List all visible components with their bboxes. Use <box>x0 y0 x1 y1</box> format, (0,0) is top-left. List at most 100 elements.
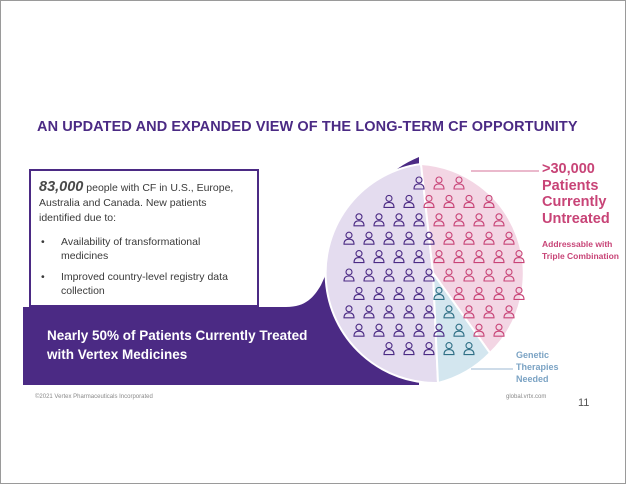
person-icon-treated <box>403 305 415 319</box>
person-icon-genetic <box>443 342 455 356</box>
person-icon-treated <box>383 268 395 282</box>
person-icon-untreated <box>503 305 515 319</box>
person-icon-untreated <box>453 250 465 264</box>
pie-segment-untreated <box>419 162 525 355</box>
person-icon-treated <box>383 194 395 208</box>
person-icon-genetic <box>443 305 455 319</box>
person-icon-untreated <box>473 286 485 300</box>
bullet-dot-icon: • <box>41 271 45 283</box>
genetic-line: Genetic <box>516 350 550 360</box>
person-icon-untreated <box>433 213 445 227</box>
person-icon-untreated <box>483 194 495 208</box>
person-icon-untreated <box>443 194 455 208</box>
page-title: AN UPDATED AND EXPANDED VIEW OF THE LONG… <box>37 119 578 135</box>
person-icon-treated <box>383 305 395 319</box>
person-icon-treated <box>413 250 425 264</box>
person-icon-untreated <box>513 250 525 264</box>
person-icon-treated <box>393 286 405 300</box>
subtext-line: Addressable with <box>542 239 613 249</box>
person-icon-treated <box>413 213 425 227</box>
person-icon-genetic <box>433 286 445 300</box>
person-icon-treated <box>403 268 415 282</box>
person-icon-treated <box>373 213 385 227</box>
person-icon-treated <box>403 231 415 245</box>
person-icon-treated <box>373 286 385 300</box>
person-icon-untreated <box>493 323 505 337</box>
person-icon-untreated <box>453 176 465 190</box>
untreated-subtext: Addressable with Triple Combination <box>542 238 619 262</box>
person-icon-treated <box>423 268 435 282</box>
person-icon-treated <box>413 176 425 190</box>
stat-line: Patients <box>542 177 599 194</box>
bullet-text: Availability of transformational medicin… <box>61 236 201 262</box>
person-icon-treated <box>343 231 355 245</box>
genetic-line: Needed <box>516 374 549 384</box>
person-icon-treated <box>383 342 395 356</box>
person-icon-treated <box>393 323 405 337</box>
bullet-list: • Availability of transformational medici… <box>39 235 249 298</box>
intro-text: people with CF in U.S., Europe, Australi… <box>39 182 234 224</box>
bullet-item: • Availability of transformational medici… <box>39 235 249 263</box>
person-icon-genetic <box>453 323 465 337</box>
person-icon-untreated <box>443 268 455 282</box>
person-icon-untreated <box>433 176 445 190</box>
person-icon-untreated <box>453 213 465 227</box>
person-icon-treated <box>433 323 445 337</box>
person-icon-untreated <box>433 250 445 264</box>
bullet-item: • Improved country-level registry data co… <box>39 270 249 298</box>
genetic-therapies-label: Genetic Therapies Needed <box>516 349 559 385</box>
intro-paragraph: 83,000 people with CF in U.S., Europe, A… <box>39 180 249 226</box>
person-icon-untreated <box>493 286 505 300</box>
person-icon-treated <box>423 305 435 319</box>
person-icon-untreated <box>443 231 455 245</box>
person-icon-treated <box>413 286 425 300</box>
bullet-text: Improved country-level registry data col… <box>61 271 228 297</box>
person-icon-untreated <box>463 194 475 208</box>
intro-number: 83,000 <box>39 179 84 195</box>
person-icon-genetic <box>463 342 475 356</box>
info-box: 83,000 people with CF in U.S., Europe, A… <box>29 169 259 307</box>
banner-line: Nearly 50% of Patients Currently Treated <box>47 328 308 343</box>
person-icons-layer <box>343 176 525 356</box>
person-icon-untreated <box>473 323 485 337</box>
person-icon-untreated <box>513 286 525 300</box>
person-icon-treated <box>423 342 435 356</box>
person-icon-untreated <box>423 194 435 208</box>
person-icon-treated <box>403 342 415 356</box>
person-icon-treated <box>413 323 425 337</box>
person-icon-untreated <box>463 231 475 245</box>
person-icon-treated <box>363 268 375 282</box>
person-icon-untreated <box>493 213 505 227</box>
person-icon-untreated <box>493 250 505 264</box>
person-icon-treated <box>373 323 385 337</box>
person-icon-treated <box>353 286 365 300</box>
person-icon-treated <box>423 231 435 245</box>
footer-url[interactable]: global.vrtx.com <box>506 394 547 400</box>
person-icon-treated <box>383 231 395 245</box>
person-icon-treated <box>363 231 375 245</box>
purple-banner <box>23 157 419 385</box>
person-icon-treated <box>403 194 415 208</box>
pie-segment-treated <box>324 162 440 385</box>
person-icon-untreated <box>503 268 515 282</box>
stat-line: Untreated <box>542 210 610 227</box>
bullet-dot-icon: • <box>41 236 45 248</box>
genetic-line: Therapies <box>516 362 559 372</box>
person-icon-treated <box>343 305 355 319</box>
person-icon-untreated <box>503 231 515 245</box>
person-icon-untreated <box>483 268 495 282</box>
untreated-stat: >30,000 Patients Currently Untreated <box>542 161 610 227</box>
person-icon-treated <box>393 250 405 264</box>
person-icon-untreated <box>473 213 485 227</box>
person-icon-treated <box>353 250 365 264</box>
footer-copyright: ©2021 Vertex Pharmaceuticals Incorporate… <box>35 394 153 400</box>
subtext-line: Triple Combination <box>542 251 619 261</box>
person-icon-treated <box>373 250 385 264</box>
page-number: 11 <box>578 397 590 409</box>
person-icon-untreated <box>473 250 485 264</box>
person-icon-untreated <box>463 305 475 319</box>
person-icon-treated <box>393 213 405 227</box>
person-icon-untreated <box>483 305 495 319</box>
